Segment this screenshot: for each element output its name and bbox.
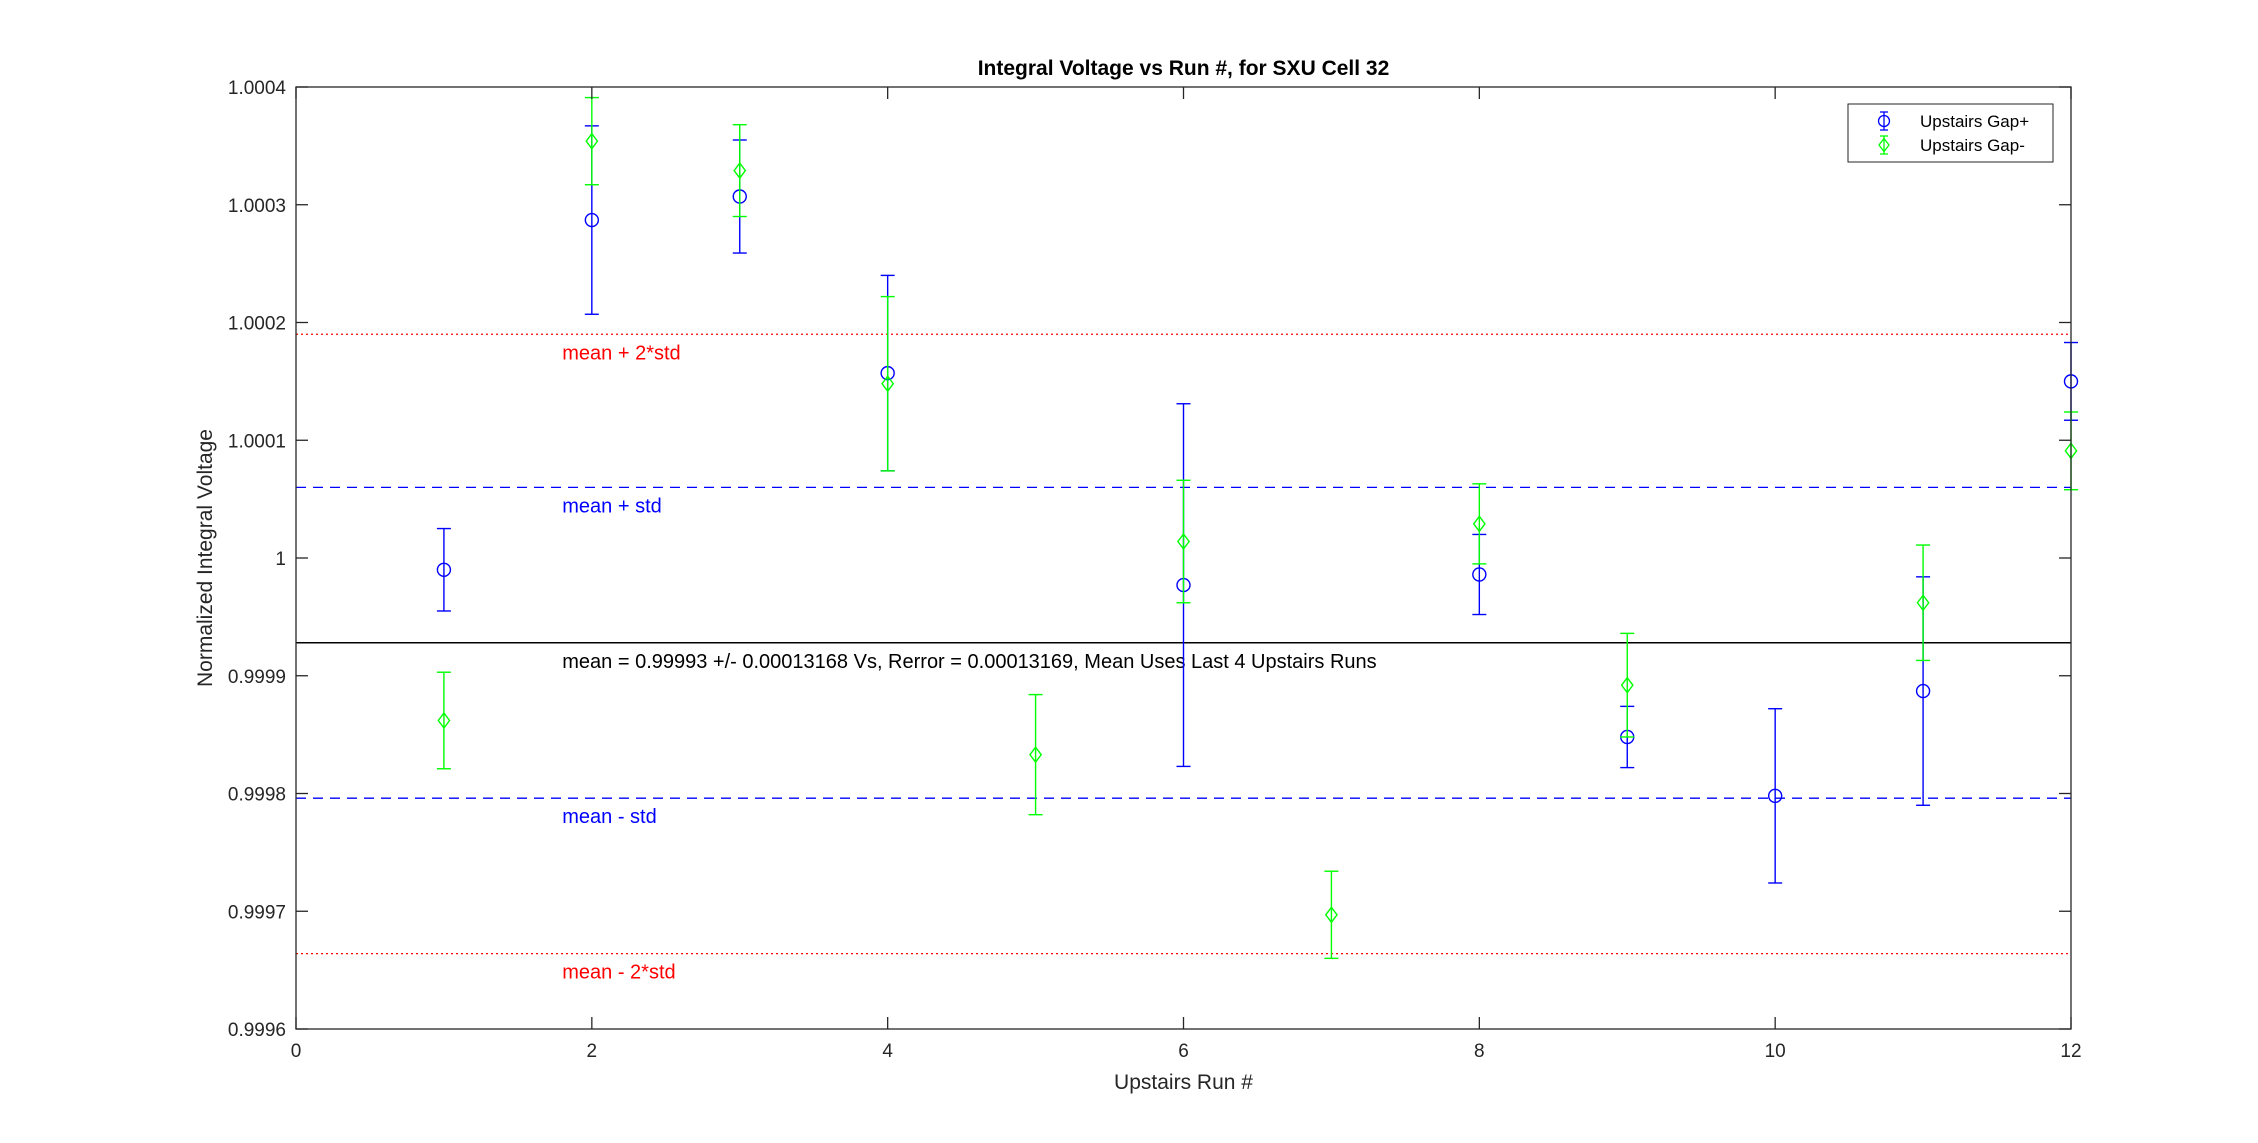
y-tick-label: 1.0002 xyxy=(228,314,286,335)
data-point xyxy=(1177,532,1190,551)
data-point xyxy=(1620,676,1634,694)
data-point xyxy=(436,562,452,577)
reference-line-label: mean - 2*std xyxy=(562,962,675,984)
y-tick-label: 1.0001 xyxy=(228,431,286,452)
y-tick-label: 0.9998 xyxy=(228,785,286,806)
data-point xyxy=(1472,567,1487,582)
error-bar xyxy=(1472,483,1487,565)
legend-entry: Upstairs Gap- xyxy=(1878,135,2025,155)
y-tick-label: 1 xyxy=(275,549,286,570)
error-bar xyxy=(436,671,451,770)
x-tick-label: 6 xyxy=(1178,1041,1189,1062)
reference-line-label: mean + 2*std xyxy=(562,342,680,364)
reference-line-label: mean - std xyxy=(562,806,656,828)
legend-entry: Upstairs Gap+ xyxy=(1877,111,2029,131)
data-series xyxy=(436,96,2079,960)
data-point xyxy=(584,212,600,228)
data-point xyxy=(1915,683,1931,699)
error-bar xyxy=(880,295,895,472)
x-tick-label: 0 xyxy=(291,1041,302,1062)
x-tick-label: 8 xyxy=(1474,1041,1485,1062)
y-tick-label: 0.9996 xyxy=(228,1020,286,1041)
data-point xyxy=(733,161,747,180)
error-bar xyxy=(1028,693,1043,816)
error-bar xyxy=(1768,708,1783,884)
legend: Upstairs Gap+ Upstairs Gap- xyxy=(1847,103,2054,163)
data-point xyxy=(1767,788,1783,804)
error-bar xyxy=(1324,870,1339,960)
x-axis-label: Upstairs Run # xyxy=(1114,1071,1253,1094)
y-tick-label: 0.9999 xyxy=(228,667,286,688)
legend-diamond-marker-icon xyxy=(1878,137,1890,153)
y-tick-label: 1.0003 xyxy=(228,196,286,217)
legend-label: Upstairs Gap+ xyxy=(1920,112,2029,131)
data-point xyxy=(585,132,599,150)
y-tick-label: 0.9997 xyxy=(228,902,286,923)
reference-line-label: mean + std xyxy=(562,495,662,517)
error-bar xyxy=(436,527,451,612)
series-2 xyxy=(584,96,1487,604)
data-point xyxy=(1324,906,1338,924)
data-point xyxy=(1916,594,1930,612)
data-point xyxy=(1472,515,1486,533)
error-bar xyxy=(732,123,747,218)
x-tick-label: 10 xyxy=(1765,1041,1786,1062)
data-point xyxy=(437,711,451,730)
y-tick-label: 1.0004 xyxy=(228,78,287,99)
axes: 0 2 4 6 8 10 12 0.9996 0.9997 0.9998 0.9999 1 1.0001… xyxy=(228,78,2082,1062)
x-tick-label: 2 xyxy=(587,1041,598,1062)
y-axis-label: Normalized Integral Voltage xyxy=(194,429,217,687)
data-point xyxy=(881,375,895,393)
legend-label: Upstairs Gap- xyxy=(1920,136,2025,155)
data-point xyxy=(1029,745,1043,764)
x-tick-label: 12 xyxy=(2060,1041,2081,1062)
error-bar xyxy=(1916,544,1931,662)
x-tick-label: 4 xyxy=(882,1041,893,1062)
reference-line-label: mean = 0.99993 +/- 0.00013168 Vs, Rerror… xyxy=(562,651,1376,673)
chart-title: Integral Voltage vs Run #, for SXU Cell … xyxy=(978,57,1390,80)
legend-circle-marker-icon xyxy=(1877,114,1891,128)
error-bar xyxy=(1620,632,1635,738)
legend-box xyxy=(1847,103,2054,163)
error-bar xyxy=(1176,479,1191,604)
